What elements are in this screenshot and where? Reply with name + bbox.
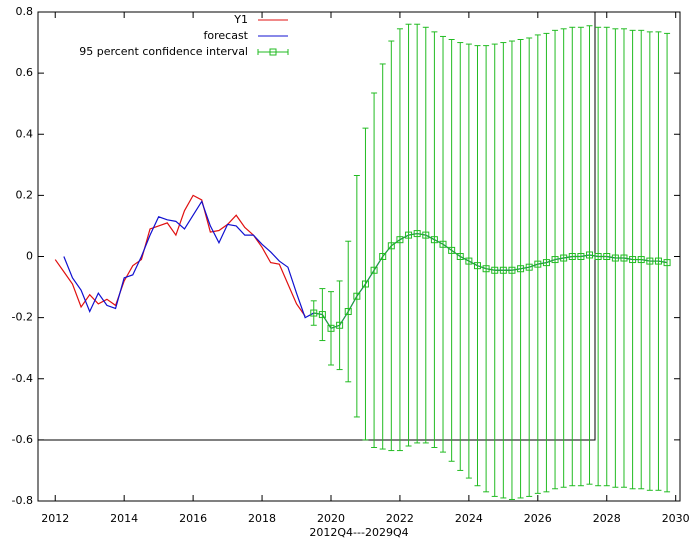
ci-point: [499, 266, 507, 274]
y-tick-label: 0: [26, 250, 33, 263]
ci-point: [344, 308, 352, 316]
ci-point: [387, 242, 395, 250]
ci-point: [620, 254, 628, 262]
ci-point: [456, 253, 464, 260]
ci-point: [586, 251, 594, 259]
ci-point: [439, 240, 447, 248]
ci-point: [611, 254, 619, 262]
ci-point: [327, 324, 335, 332]
x-tick-label: 2026: [524, 512, 552, 525]
ci-point: [448, 246, 456, 254]
series-line: [54, 194, 306, 317]
ci-point: [361, 280, 369, 288]
x-tick-label: 2014: [110, 512, 138, 525]
ci-line: [313, 233, 668, 329]
y-tick-label: 0.4: [16, 127, 34, 140]
ci-point: [525, 263, 533, 271]
x-tick-label: 2012: [41, 512, 69, 525]
ci-point: [542, 259, 550, 267]
ci-point: [560, 254, 568, 262]
ci-point: [637, 256, 645, 264]
ci-point: [534, 260, 542, 268]
ci-point: [603, 253, 611, 260]
legend-label: Y1: [233, 13, 248, 26]
x-tick-label: 2020: [317, 512, 345, 525]
ci-point: [491, 266, 499, 274]
ci-point: [353, 292, 361, 300]
y-tick-label: 0.2: [16, 188, 34, 201]
ci-point: [422, 231, 430, 239]
legend-label: forecast: [204, 29, 249, 42]
ci-point: [379, 253, 387, 260]
ci-point: [413, 230, 421, 238]
ci-point: [482, 265, 490, 273]
x-tick-label: 2030: [662, 512, 689, 525]
ci-point: [465, 257, 473, 265]
ci-point: [517, 265, 525, 273]
ci-point: [370, 266, 378, 274]
ci-point: [336, 321, 344, 329]
y-tick-label: 0.6: [16, 66, 34, 79]
ci-point: [318, 311, 326, 319]
ci-point: [646, 257, 654, 265]
ci-point: [430, 236, 438, 244]
inner-box: [37, 11, 596, 441]
ci-point: [551, 256, 559, 264]
legend-swatch: [269, 48, 277, 56]
ci-point: [508, 266, 516, 274]
ci-point: [568, 253, 576, 260]
ci-point: [594, 253, 602, 260]
x-tick-label: 2024: [455, 512, 483, 525]
x-axis-label: 2012Q4---2029Q4: [309, 526, 408, 539]
y-tick-label: -0.6: [12, 433, 33, 446]
y-tick-label: -0.4: [12, 372, 33, 385]
x-tick-label: 2022: [386, 512, 414, 525]
ci-point: [629, 256, 637, 264]
y-tick-label: -0.2: [12, 311, 33, 324]
ci-point: [473, 262, 481, 270]
ci-point: [405, 231, 413, 239]
x-tick-label: 2016: [179, 512, 207, 525]
legend-label: 95 percent confidence interval: [79, 45, 248, 58]
x-tick-label: 2018: [248, 512, 276, 525]
ci-point: [396, 236, 404, 244]
ci-point: [663, 259, 671, 267]
y-tick-label: 0.8: [16, 5, 34, 18]
y-tick-label: -0.8: [12, 494, 33, 507]
x-tick-label: 2028: [593, 512, 621, 525]
ci-point: [577, 253, 585, 260]
ci-point: [310, 309, 318, 317]
ci-point: [654, 257, 662, 265]
